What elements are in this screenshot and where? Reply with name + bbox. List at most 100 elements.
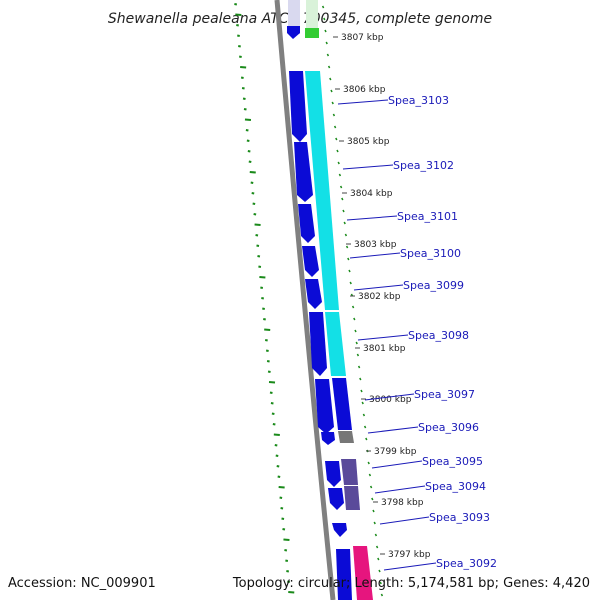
cds-reverse-block — [305, 71, 339, 310]
gc-dot — [273, 433, 280, 436]
gc-dot — [235, 13, 242, 16]
cds-forward-arrow — [321, 432, 335, 445]
outer-guide-dot — [368, 473, 372, 477]
outer-guide-dot — [330, 89, 333, 93]
outer-guide-dot — [359, 377, 362, 381]
gc-dot — [237, 34, 240, 37]
gc-dot — [238, 55, 242, 58]
gene-leader-line — [371, 460, 423, 469]
feature-tracks — [287, 0, 373, 600]
gene-label: Spea_3093 — [429, 511, 490, 524]
gc-dot — [238, 45, 241, 48]
gc-dot — [245, 129, 249, 132]
gc-dot — [271, 412, 275, 415]
gc-dot — [246, 139, 250, 142]
tick-label: 3801 kbp — [363, 344, 406, 354]
rrna-like-feature — [353, 546, 373, 600]
gc-dot — [240, 76, 244, 79]
gene-label: Spea_3101 — [397, 210, 458, 223]
gc-dot — [275, 454, 279, 457]
outer-guide-dot — [360, 389, 363, 393]
gc-dot — [279, 496, 283, 499]
gc-dot — [254, 223, 261, 226]
gc-dot — [285, 559, 289, 562]
tick-label: 3798 kbp — [381, 498, 424, 508]
gene-label: Spea_3097 — [414, 388, 475, 401]
tick-label: 3805 kbp — [347, 137, 390, 147]
gc-dot — [284, 549, 288, 552]
gene-leader-line — [379, 516, 430, 525]
cds-forward-arrow — [305, 279, 322, 309]
gc-dot — [264, 328, 271, 331]
gc-dot — [265, 349, 269, 352]
outer-guide-dot — [363, 425, 367, 429]
gene-label: Spea_3098 — [408, 329, 469, 342]
accession-text: Accession: NC_009901 — [8, 576, 156, 591]
gene-leader-line — [349, 252, 401, 259]
gc-dot — [287, 580, 291, 583]
gc-dot — [244, 118, 252, 121]
outer-guide-dot — [353, 317, 356, 321]
gene-label: Spea_3103 — [388, 94, 449, 107]
gene-leader-line — [364, 393, 415, 401]
outer-guide-dot — [377, 557, 380, 561]
outer-guide-dot — [349, 281, 352, 285]
gene-leader-line — [353, 284, 404, 291]
gene-label: Spea_3092 — [436, 557, 497, 570]
cds-forward-arrow — [325, 461, 341, 487]
outer-guide-dot — [342, 209, 345, 213]
outer-guide-dot — [362, 413, 366, 417]
outer-guide-dot — [338, 173, 342, 177]
outer-guide-dot — [341, 197, 344, 201]
gc-dot — [262, 307, 265, 310]
outer-guide-dot — [351, 305, 355, 309]
gc-dot — [252, 202, 256, 205]
position-ticks: 3807 kbp 3806 kbp 3805 kbp 3804 kbp 3803 kbp… — [333, 33, 431, 560]
backbone-arc — [274, 0, 336, 600]
cds-forward-arrow — [332, 523, 347, 537]
gc-dot — [241, 87, 245, 90]
outer-guide-dot — [326, 53, 330, 57]
gc-dot — [268, 381, 276, 384]
gene-label: Spea_3096 — [418, 421, 479, 434]
gc-dot — [249, 171, 256, 174]
tick-label: 3802 kbp — [358, 292, 401, 302]
outer-guide-dot — [374, 533, 378, 537]
gc-dot — [277, 475, 281, 478]
outer-guide-dot — [321, 5, 325, 9]
outer-guide-dot — [336, 149, 339, 153]
outer-guide-dot — [347, 257, 350, 261]
gc-dot — [236, 24, 239, 27]
gc-dot — [243, 108, 247, 111]
outer-guide-dot — [375, 545, 379, 549]
trna-feature — [305, 28, 319, 38]
tick-label: 3800 kbp — [369, 395, 412, 405]
gc-dot — [260, 286, 264, 289]
gc-dot — [272, 423, 276, 426]
outer-guide-dot — [371, 497, 374, 501]
gene-leader-line — [357, 334, 409, 341]
outer-guide-dot — [339, 185, 343, 189]
outer-guide-dot — [369, 485, 373, 489]
cds-forward-arrow — [309, 312, 327, 376]
cds-forward-arrow — [328, 488, 344, 510]
backbone-line — [274, 0, 336, 600]
cds-forward-arrow — [302, 246, 319, 277]
outer-guide-dot — [344, 233, 348, 237]
gc-dot — [283, 538, 290, 541]
gray-feature — [338, 431, 354, 443]
gene-labels: Spea_3103 Spea_3102 Spea_3101 Spea_3100 Spea… — [337, 94, 497, 571]
outer-guide-dot — [329, 77, 332, 81]
outer-guide-dot — [324, 29, 327, 33]
cds-forward-arrow — [315, 379, 334, 434]
gc-dot — [281, 517, 285, 520]
gene-label: Spea_3099 — [403, 279, 464, 292]
gc-dot — [280, 507, 284, 510]
outer-guide-dot — [335, 137, 338, 141]
cds-forward-arrow — [294, 142, 313, 202]
gene-leader-line — [342, 164, 394, 170]
gene-label: Spea_3102 — [393, 159, 454, 172]
gc-dot — [267, 370, 271, 373]
